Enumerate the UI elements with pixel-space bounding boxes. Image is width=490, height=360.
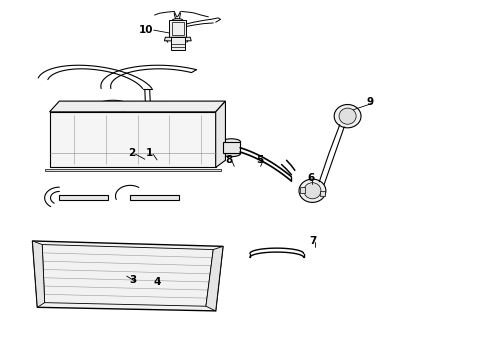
Polygon shape [49,101,225,112]
Text: 5: 5 [256,155,263,165]
Polygon shape [171,37,185,50]
Polygon shape [49,112,216,167]
Polygon shape [32,241,223,311]
Polygon shape [169,21,186,37]
Text: 3: 3 [129,275,136,285]
Polygon shape [206,246,223,311]
Polygon shape [300,187,305,193]
Text: 10: 10 [139,25,153,35]
Polygon shape [216,101,225,167]
Polygon shape [142,108,154,111]
Text: 4: 4 [153,277,161,287]
Ellipse shape [99,102,126,111]
Ellipse shape [141,107,155,111]
Polygon shape [130,195,179,200]
Polygon shape [59,195,108,200]
Polygon shape [45,169,220,171]
Polygon shape [223,142,240,153]
Text: 2: 2 [128,148,135,158]
Text: 7: 7 [310,236,317,246]
Text: 1: 1 [146,148,153,158]
Text: 6: 6 [307,173,315,183]
Ellipse shape [334,104,361,128]
Ellipse shape [304,183,321,199]
Polygon shape [164,37,191,41]
Ellipse shape [339,108,356,124]
Ellipse shape [172,19,183,22]
Ellipse shape [222,139,241,145]
Polygon shape [32,241,45,307]
Ellipse shape [299,179,326,202]
Text: 8: 8 [226,155,233,165]
Ellipse shape [96,100,130,113]
Text: 9: 9 [366,97,373,107]
Polygon shape [320,191,325,196]
Ellipse shape [222,150,241,157]
